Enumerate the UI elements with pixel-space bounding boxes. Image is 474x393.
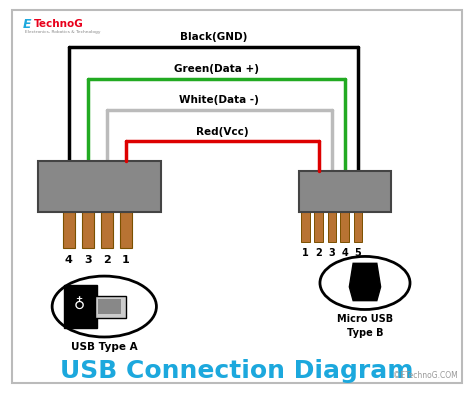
Ellipse shape [52,276,156,337]
Bar [119,212,132,248]
Text: Micro USB: Micro USB [337,314,393,324]
Bar [354,212,362,242]
Text: 1: 1 [122,255,129,265]
Bar [299,171,391,212]
Text: Electronics, Robotics & Technology: Electronics, Robotics & Technology [25,30,100,34]
Bar [63,212,75,248]
Text: White(Data -): White(Data -) [179,95,259,105]
Bar [38,161,161,212]
Text: 3: 3 [84,255,91,265]
Text: ♁: ♁ [73,297,85,312]
Text: USB Connection Diagram: USB Connection Diagram [60,359,414,384]
Text: TechnoG: TechnoG [34,19,84,29]
Bar [328,212,336,242]
Text: 4: 4 [341,248,348,257]
Text: 2: 2 [103,255,110,265]
Text: Green(Data +): Green(Data +) [173,64,259,74]
Bar [340,212,349,242]
Text: 1: 1 [302,248,309,257]
Text: 2: 2 [315,248,322,257]
Polygon shape [349,263,381,301]
Bar [95,296,126,318]
Text: ©ETechnoG.COM: ©ETechnoG.COM [392,371,457,380]
Text: E: E [23,18,31,31]
Text: Red(Vcc): Red(Vcc) [196,127,248,137]
Text: Type B: Type B [346,328,383,338]
Text: USB Type A: USB Type A [71,342,137,352]
Bar [301,212,310,242]
Text: 4: 4 [65,255,73,265]
Bar [98,299,121,314]
Bar [314,212,323,242]
Bar [82,212,93,248]
Polygon shape [64,285,97,328]
Bar [100,212,112,248]
Text: Black(GND): Black(GND) [180,33,247,42]
Text: 3: 3 [328,248,335,257]
Text: 5: 5 [355,248,361,257]
Ellipse shape [320,256,410,310]
